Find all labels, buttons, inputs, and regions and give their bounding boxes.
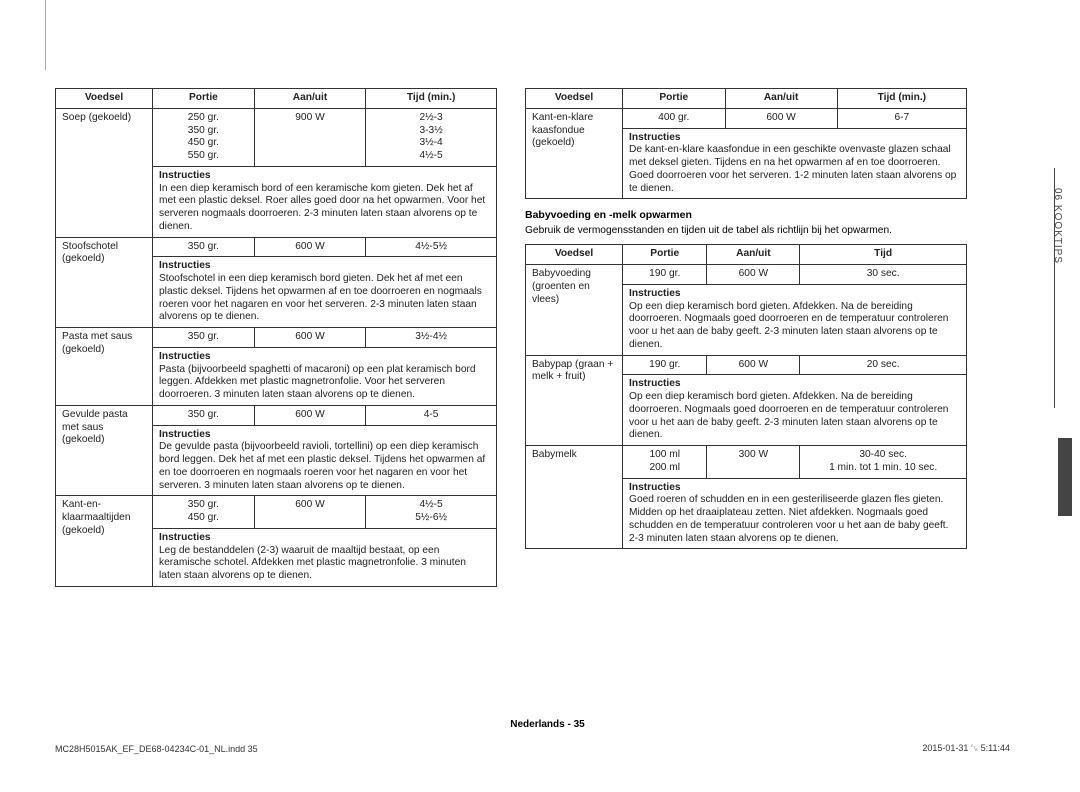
cell-food: Gevulde pasta met saus (gekoeld) (56, 405, 153, 496)
th-power: Aan/uit (254, 89, 366, 109)
cell-instructions: InstructiesLeg de bestanddelen (2-3) waa… (153, 528, 497, 586)
cell-time: 4½-55½-6½ (366, 496, 497, 529)
cell-power: 600 W (707, 265, 800, 285)
cell-portion: 350 gr. (153, 405, 255, 425)
cell-food: Kant-en-klare kaasfondue (gekoeld) (526, 108, 623, 199)
th-portion: Portie (623, 245, 707, 265)
th-power: Aan/uit (707, 245, 800, 265)
cell-portion: 350 gr.450 gr. (153, 496, 255, 529)
th-portion: Portie (623, 89, 725, 109)
cell-portion: 190 gr. (623, 355, 707, 375)
side-tab-text: 06 KOOKTIPS (1052, 188, 1063, 264)
table-row: Soep (gekoeld)250 gr.350 gr.450 gr.550 g… (56, 108, 497, 166)
cell-time: 3½-4½ (366, 328, 497, 348)
cell-power: 900 W (254, 108, 366, 166)
th-time: Tijd (min.) (837, 89, 966, 109)
cell-instructions: InstructiesOp een diep keramisch bord gi… (623, 284, 967, 355)
th-time: Tijd (800, 245, 967, 265)
table-row: Stoofschotel (gekoeld)350 gr.600 W4½-5½ (56, 237, 497, 257)
cell-power: 600 W (254, 405, 366, 425)
cell-time: 30 sec. (800, 265, 967, 285)
cell-power: 600 W (254, 237, 366, 257)
th-food: Voedsel (526, 245, 623, 265)
cell-power: 300 W (707, 446, 800, 479)
cell-instructions: InstructiesGoed roeren of schudden en in… (623, 478, 967, 549)
table-row: Kant-en-klaarmaaltijden (gekoeld)350 gr.… (56, 496, 497, 529)
cell-food: Babypap (graan + melk + fruit) (526, 355, 623, 446)
cell-power: 600 W (707, 355, 800, 375)
cell-portion: 350 gr. (153, 328, 255, 348)
cell-portion: 400 gr. (623, 108, 725, 128)
table-row: Pasta met saus (gekoeld)350 gr.600 W3½-4… (56, 328, 497, 348)
section-title-babyfood: Babyvoeding en -melk opwarmen (525, 209, 967, 221)
cell-power: 600 W (254, 496, 366, 529)
page-footer-left: MC28H5015AK_EF_DE68-04234C-01_NL.indd 35 (55, 744, 258, 754)
cell-food: Stoofschotel (gekoeld) (56, 237, 153, 328)
th-food: Voedsel (526, 89, 623, 109)
cell-power: 600 W (254, 328, 366, 348)
cell-portion: 350 gr. (153, 237, 255, 257)
table-row: Babyvoeding (groenten en vlees)190 gr.60… (526, 265, 967, 285)
cell-portion: 250 gr.350 gr.450 gr.550 gr. (153, 108, 255, 166)
cell-food: Pasta met saus (gekoeld) (56, 328, 153, 406)
th-food: Voedsel (56, 89, 153, 109)
cell-food: Soep (gekoeld) (56, 108, 153, 237)
page-edge-line (45, 0, 46, 70)
left-column: Voedsel Portie Aan/uit Tijd (min.) Soep … (55, 88, 497, 587)
cell-instructions: InstructiesDe gevulde pasta (bijvoorbeel… (153, 425, 497, 496)
side-tab-block (1058, 438, 1072, 516)
two-column-layout: Voedsel Portie Aan/uit Tijd (min.) Soep … (55, 40, 1040, 587)
cell-time: 4-5 (366, 405, 497, 425)
th-power: Aan/uit (725, 89, 837, 109)
cell-time: 20 sec. (800, 355, 967, 375)
section-subtitle-babyfood: Gebruik de vermogensstanden en tijden ui… (525, 225, 967, 236)
th-time: Tijd (min.) (366, 89, 497, 109)
cell-portion: 190 gr. (623, 265, 707, 285)
cell-instructions: InstructiesDe kant-en-klare kaasfondue i… (623, 128, 967, 199)
side-tab: 06 KOOKTIPS (1054, 168, 1072, 448)
th-portion: Portie (153, 89, 255, 109)
cooking-table-left: Voedsel Portie Aan/uit Tijd (min.) Soep … (55, 88, 497, 587)
cell-time: 6-7 (837, 108, 966, 128)
cell-time: 4½-5½ (366, 237, 497, 257)
cell-portion: 100 ml200 ml (623, 446, 707, 479)
cooking-table-right-bottom: Voedsel Portie Aan/uit Tijd Babyvoeding … (525, 244, 967, 549)
cell-instructions: InstructiesPasta (bijvoorbeeld spaghetti… (153, 347, 497, 405)
cell-time: 30-40 sec.1 min. tot 1 min. 10 sec. (800, 446, 967, 479)
cell-food: Babymelk (526, 446, 623, 549)
cooking-table-right-top: Voedsel Portie Aan/uit Tijd (min.) Kant-… (525, 88, 967, 199)
cell-food: Kant-en-klaarmaaltijden (gekoeld) (56, 496, 153, 587)
table-row: Babypap (graan + melk + fruit)190 gr.600… (526, 355, 967, 375)
cell-instructions: InstructiesIn een diep keramisch bord of… (153, 166, 497, 237)
page-content: Voedsel Portie Aan/uit Tijd (min.) Soep … (55, 40, 1040, 760)
table-row: Babymelk100 ml200 ml300 W30-40 sec.1 min… (526, 446, 967, 479)
table-row: Gevulde pasta met saus (gekoeld)350 gr.6… (56, 405, 497, 425)
cell-time: 2½-33-3½3½-44½-5 (366, 108, 497, 166)
cell-power: 600 W (725, 108, 837, 128)
cell-instructions: InstructiesOp een diep keramisch bord gi… (623, 375, 967, 446)
cell-instructions: InstructiesStoofschotel in een diep kera… (153, 257, 497, 328)
table-row: Kant-en-klare kaasfondue (gekoeld)400 gr… (526, 108, 967, 128)
cell-food: Babyvoeding (groenten en vlees) (526, 265, 623, 356)
page-footer-right: 2015-01-31 ␗ 5:11:44 (922, 743, 1010, 754)
page-footer-center: Nederlands - 35 (55, 719, 1040, 730)
right-column: Voedsel Portie Aan/uit Tijd (min.) Kant-… (525, 88, 967, 587)
